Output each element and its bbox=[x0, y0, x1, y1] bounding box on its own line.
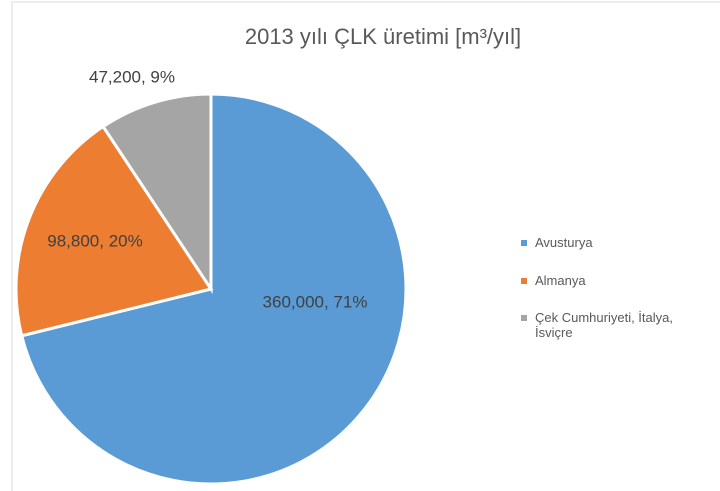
legend-label: Almanya bbox=[535, 273, 586, 288]
pie-slice bbox=[14, 124, 214, 338]
chart-title: 2013 yılı ÇLK üretimi [m³/yıl] bbox=[245, 24, 521, 49]
legend-marker bbox=[521, 240, 527, 246]
pie-slice bbox=[19, 92, 408, 486]
data-label: 98,800, 20% bbox=[47, 231, 142, 250]
pie-slice bbox=[101, 92, 213, 294]
legend-marker bbox=[521, 278, 527, 284]
data-label: 47,200, 9% bbox=[89, 67, 175, 86]
legend-marker bbox=[521, 315, 527, 321]
data-label: 360,000, 71% bbox=[263, 292, 368, 311]
legend-label: Avusturya bbox=[535, 235, 593, 250]
legend-label: Çek Cumhuriyeti, İtalya, İsviçre bbox=[535, 310, 673, 340]
